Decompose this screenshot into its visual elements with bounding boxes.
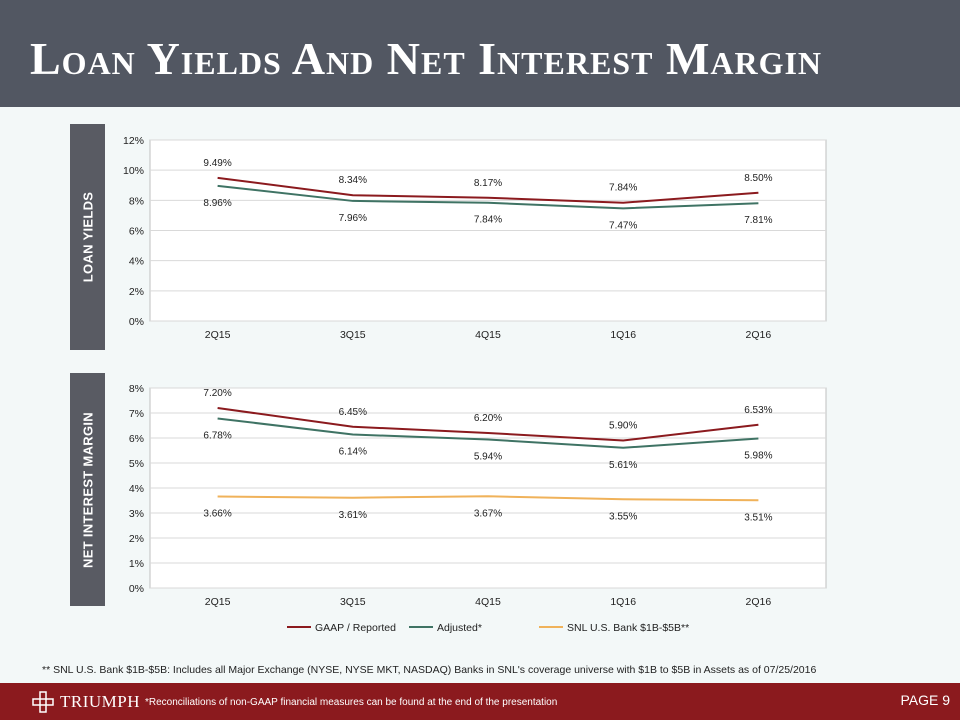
- loan-yields-x-tick-label: 3Q15: [340, 329, 366, 341]
- footer-note: *Reconciliations of non-GAAP financial m…: [145, 697, 558, 708]
- nim-y-tick-label: 8%: [129, 383, 144, 395]
- charts-canvas: 0% 2% 4% 6% 8% 10% 12% 2Q15 3Q15 4Q15 1Q16 2Q16 9.49…: [123, 135, 827, 634]
- nim-data-label: 6.14%: [339, 447, 367, 458]
- legend-label-1: Adjusted*: [437, 622, 482, 634]
- nim-series-line-2: [217, 495, 759, 502]
- nim-data-label: 7.20%: [203, 388, 231, 399]
- loan-yields-data-label: 9.49%: [203, 158, 231, 169]
- nim-data-label: 3.67%: [474, 508, 502, 519]
- triumph-logo: TRIUMPH: [32, 691, 140, 713]
- loan-yields-data-label: 8.17%: [474, 178, 502, 189]
- loan-yields-data-label: 8.34%: [339, 175, 367, 186]
- loan-yields-y-tick-label: 6%: [129, 226, 144, 238]
- nim-data-label: 3.55%: [609, 511, 637, 522]
- net-interest-margin-tab-label: NET INTEREST MARGIN: [80, 411, 95, 568]
- nim-y-tick-label: 0%: [129, 583, 144, 595]
- net-interest-margin-tab: NET INTEREST MARGIN: [70, 373, 105, 606]
- footnote: ** SNL U.S. Bank $1B-$5B: Includes all M…: [42, 664, 817, 676]
- legend-label-2: SNL U.S. Bank $1B-$5B**: [567, 622, 689, 634]
- loan-yields-y-tick-label: 4%: [129, 256, 144, 268]
- loan-yields-data-label: 7.47%: [609, 220, 637, 231]
- loan-yields-y-tick-label: 10%: [123, 165, 144, 177]
- nim-y-tick-label: 3%: [129, 508, 144, 520]
- nim-x-tick-label: 4Q15: [475, 596, 501, 608]
- loan-yields-y-tick-label: 0%: [129, 316, 144, 328]
- nim-data-label: 6.53%: [744, 405, 772, 416]
- loan-yields-tab: LOAN YIELDS: [70, 124, 105, 350]
- cross-icon: [32, 691, 54, 713]
- loan-yields-y-tick-label: 12%: [123, 135, 144, 147]
- nim-y-tick-label: 5%: [129, 458, 144, 470]
- nim-data-label: 3.66%: [203, 509, 231, 520]
- nim-y-tick-label: 6%: [129, 433, 144, 445]
- nim-series-line-1: [217, 417, 759, 449]
- nim-y-tick-label: 1%: [129, 558, 144, 570]
- nim-data-label: 5.94%: [474, 452, 502, 463]
- loan-yields-y-tick-label: 2%: [129, 286, 144, 298]
- nim-y-tick-label: 7%: [129, 408, 144, 420]
- nim-data-label: 5.61%: [609, 460, 637, 471]
- footer-bar: TRIUMPH *Reconciliations of non-GAAP fin…: [0, 683, 960, 720]
- nim-x-tick-label: 2Q16: [746, 596, 772, 608]
- nim-data-label: 3.51%: [744, 512, 772, 523]
- loan-yields-x-tick-label: 2Q15: [205, 329, 231, 341]
- nim-x-tick-label: 1Q16: [610, 596, 636, 608]
- nim-y-tick-label: 4%: [129, 483, 144, 495]
- nim-data-label: 3.61%: [339, 510, 367, 521]
- nim-data-label: 5.90%: [609, 421, 637, 432]
- legend-label-0: GAAP / Reported: [315, 622, 396, 634]
- loan-yields-tab-label: LOAN YIELDS: [80, 191, 95, 283]
- nim-series-line-0: [217, 407, 759, 442]
- loan-yields-y-tick-label: 8%: [129, 195, 144, 207]
- loan-yields-data-label: 8.96%: [203, 198, 231, 209]
- logo-text: TRIUMPH: [60, 692, 141, 711]
- loan-yields-data-label: 7.84%: [609, 183, 637, 194]
- page-title: Loan Yields And Net Interest Margin: [30, 33, 823, 84]
- loan-yields-series-line-1: [217, 184, 759, 210]
- loan-yields-series-line-0: [217, 176, 759, 204]
- header-bar: Loan Yields And Net Interest Margin: [0, 0, 960, 107]
- loan-yields-data-label: 8.50%: [744, 173, 772, 184]
- loan-yields-x-tick-label: 1Q16: [610, 329, 636, 341]
- nim-data-label: 6.78%: [203, 431, 231, 442]
- loan-yields-x-tick-label: 4Q15: [475, 329, 501, 341]
- nim-x-tick-label: 3Q15: [340, 596, 366, 608]
- nim-data-label: 6.20%: [474, 413, 502, 424]
- loan-yields-data-label: 7.81%: [744, 215, 772, 226]
- nim-data-label: 5.98%: [744, 451, 772, 462]
- loan-yields-data-label: 7.96%: [339, 213, 367, 224]
- nim-data-label: 6.45%: [339, 407, 367, 418]
- nim-x-tick-label: 2Q15: [205, 596, 231, 608]
- page-number: PAGE 9: [900, 692, 950, 708]
- nim-y-tick-label: 2%: [129, 533, 144, 545]
- loan-yields-x-tick-label: 2Q16: [746, 329, 772, 341]
- loan-yields-data-label: 7.84%: [474, 215, 502, 226]
